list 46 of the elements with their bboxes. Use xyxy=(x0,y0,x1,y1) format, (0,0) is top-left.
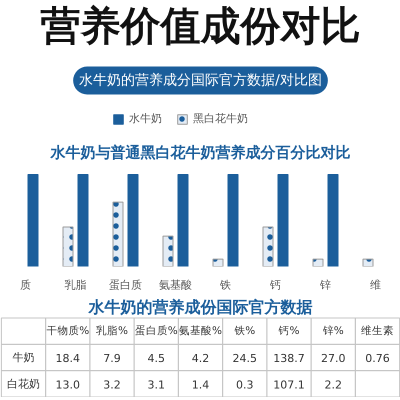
data-label: 18.4 xyxy=(56,352,80,365)
bar xyxy=(328,174,338,266)
data-label: 1.4 xyxy=(192,378,210,392)
x-tick-label: 质 xyxy=(20,278,31,292)
legend-label: 牛奶 xyxy=(12,351,35,364)
legend-label: 水牛奶 xyxy=(129,111,162,126)
x-tick-label: 乳脂 xyxy=(64,278,86,292)
bar xyxy=(28,174,38,266)
data-label: 13.0 xyxy=(56,378,80,392)
bar xyxy=(128,174,138,266)
data-label: 3.2 xyxy=(103,378,121,392)
data-label: 0.3 xyxy=(236,378,254,392)
text: 水牛奶与普通黑白花牛奶营养成分百分比对比 xyxy=(50,144,350,162)
data-label: 3.1 xyxy=(148,378,166,392)
legend-label: 白花奶 xyxy=(7,377,40,390)
category-label: 干物质% xyxy=(46,324,90,338)
category-label: 锌% xyxy=(322,324,344,338)
legend-label: 黑白花牛奶 xyxy=(193,111,248,126)
text: 水牛奶的营养成份国际官方数据 xyxy=(88,298,312,316)
x-tick-label: 铁 xyxy=(219,278,231,292)
chart-subtitle: 水牛奶的营养成分国际官方数据/对比图 xyxy=(79,72,322,88)
bar xyxy=(78,174,88,266)
x-tick-label: 蛋白质 xyxy=(109,278,142,292)
data-label: 24.5 xyxy=(232,352,257,365)
category-label: 蛋白质% xyxy=(134,324,178,338)
data-label: 4.2 xyxy=(192,352,210,365)
data-label: 27.0 xyxy=(320,352,346,365)
category-label: 钙% xyxy=(278,325,300,338)
data-label: 7.9 xyxy=(103,352,121,365)
chart-title: 营养价值成份对比 xyxy=(40,4,360,50)
bar xyxy=(278,174,288,266)
category-label: 乳脂% xyxy=(96,324,128,338)
x-tick-label: 钙 xyxy=(269,278,281,292)
data-label: 2.2 xyxy=(324,378,342,392)
data-label: 0.76 xyxy=(365,352,390,365)
data-label: 138.7 xyxy=(273,352,305,365)
category-label: 维生素 xyxy=(360,324,394,338)
bar xyxy=(228,174,238,266)
data-label: 4.5 xyxy=(148,352,166,365)
category-label: 铁% xyxy=(233,325,256,338)
x-tick-label: 维 xyxy=(370,278,381,292)
bar xyxy=(178,174,188,266)
data-label: 107.1 xyxy=(273,378,305,392)
category-label: 氨基酸% xyxy=(179,324,222,338)
x-tick-label: 氨基酸 xyxy=(159,278,192,292)
x-tick-label: 锌 xyxy=(319,278,331,292)
